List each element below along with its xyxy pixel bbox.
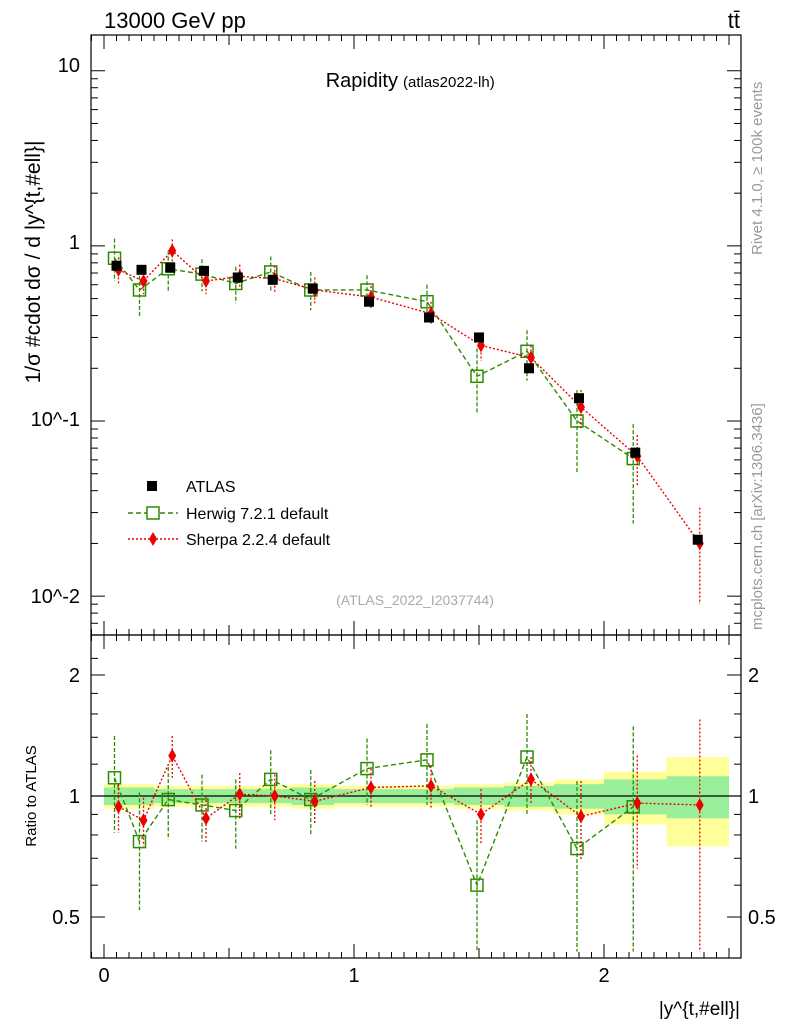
ratio-herwig-marker bbox=[229, 803, 243, 818]
ratio-sherpa-marker bbox=[235, 787, 244, 802]
ratio-sherpa-marker bbox=[695, 797, 704, 812]
ratio-herwig-marker bbox=[132, 834, 147, 849]
ratio-herwig-marker bbox=[360, 761, 374, 776]
legend-item-atlas: ATLAS bbox=[147, 479, 236, 496]
ratio-sherpa-marker bbox=[310, 794, 319, 809]
y-tick-label-0.1: 10^-1 bbox=[31, 409, 80, 431]
ratio-herwig-marker bbox=[570, 841, 584, 856]
x-tick-labels: 0 1 2 bbox=[98, 965, 609, 987]
ratio-herwig-marker bbox=[420, 753, 434, 767]
x-tick-label-1: 1 bbox=[348, 965, 359, 987]
atlas-data-point bbox=[692, 534, 703, 545]
herwig-marker bbox=[470, 369, 484, 384]
x-axis-label: |y^{t,#ell}| bbox=[659, 999, 740, 1020]
ratio-tick-label-0.5: 0.5 bbox=[52, 907, 80, 929]
ratio-tick-label-1-right: 1 bbox=[748, 786, 759, 808]
sherpa-marker bbox=[202, 274, 210, 289]
ratio-herwig-marker bbox=[107, 771, 122, 785]
herwig-line bbox=[113, 257, 634, 460]
atlas-data-point bbox=[630, 447, 641, 458]
legend-label-atlas: ATLAS bbox=[186, 479, 236, 496]
legend-label-sherpa: Sherpa 2.2.4 default bbox=[186, 532, 331, 549]
herwig-marker bbox=[570, 414, 584, 428]
ratio-herwig-marker bbox=[470, 878, 484, 892]
herwig-marker bbox=[520, 344, 534, 359]
ratio-tick-label-0.5-right: 0.5 bbox=[748, 907, 776, 929]
sherpa-marker bbox=[527, 350, 535, 365]
atlas-data-point bbox=[165, 262, 176, 273]
ratio-y-tick-labels-right: 2 1 0.5 bbox=[748, 665, 776, 929]
legend-item-herwig: Herwig 7.2.1 default bbox=[128, 506, 329, 523]
atlas-data-point bbox=[232, 272, 243, 283]
ratio-sherpa-marker bbox=[477, 807, 485, 822]
header-final-state: tt̄ bbox=[728, 8, 740, 33]
y-tick-label-10: 10 bbox=[58, 55, 80, 77]
y-axis-label: 1/σ #cdot dσ / d |y^{t,#ell}| bbox=[22, 141, 45, 384]
sherpa-line bbox=[118, 249, 701, 544]
legend-marker-herwig bbox=[146, 506, 160, 520]
atlas-data-point bbox=[424, 312, 434, 323]
atlas-data-point bbox=[267, 274, 278, 285]
x-tick-label-0: 0 bbox=[98, 965, 109, 987]
atlas-data-point bbox=[364, 296, 374, 307]
y-tick-labels: 10 1 10^-1 10^-2 bbox=[31, 55, 80, 608]
rivet-version-label: Rivet 4.1.0, ≥ 100k events bbox=[749, 82, 766, 255]
atlas-data-point bbox=[574, 393, 584, 404]
legend: ATLAS Herwig 7.2.1 default Sherpa 2.2.4 … bbox=[128, 479, 331, 549]
ratio-herwig-line bbox=[113, 755, 634, 888]
ratio-tick-label-2-right: 2 bbox=[748, 665, 759, 687]
legend-label-herwig: Herwig 7.2.1 default bbox=[186, 506, 329, 523]
plot-title-sub: (atlas2022-lh) bbox=[403, 74, 495, 91]
sherpa-marker bbox=[139, 274, 148, 289]
ratio-sherpa-marker bbox=[527, 772, 535, 787]
header-process: 13000 GeV pp bbox=[104, 8, 246, 33]
atlas-data-point bbox=[474, 332, 484, 343]
atlas-data-point bbox=[136, 264, 147, 275]
legend-marker-atlas bbox=[147, 481, 157, 491]
ratio-sherpa-marker bbox=[202, 811, 210, 826]
ratio-sherpa-marker bbox=[633, 796, 642, 811]
ratio-tick-label-2: 2 bbox=[69, 665, 80, 687]
ratio-sherpa-marker bbox=[270, 789, 279, 803]
ratio-herwig-marker bbox=[520, 750, 534, 764]
atlas-data-point bbox=[199, 265, 209, 276]
legend-item-sherpa: Sherpa 2.2.4 default bbox=[128, 532, 331, 549]
ratio-herwig-marker bbox=[626, 800, 640, 814]
herwig-marker bbox=[132, 283, 147, 297]
ratio-tick-label-1: 1 bbox=[69, 786, 80, 808]
y-tick-label-0.01: 10^-2 bbox=[31, 586, 80, 608]
x-tick-label-2: 2 bbox=[598, 965, 609, 987]
mcplots-reference-label: mcplots.cern.ch [arXiv:1306.3436] bbox=[749, 403, 766, 630]
atlas-data-point bbox=[111, 260, 122, 271]
atlas-data-point bbox=[307, 283, 318, 294]
atlas-data-point bbox=[524, 363, 534, 374]
plot-title: Rapidity (atlas2022-lh) bbox=[326, 70, 495, 92]
ratio-herwig-marker bbox=[161, 792, 175, 807]
ratio-y-axis-label: Ratio to ATLAS bbox=[23, 745, 40, 846]
y-tick-label-1: 1 bbox=[69, 232, 80, 254]
ratio-band-inner bbox=[666, 776, 729, 819]
legend-marker-sherpa bbox=[149, 532, 157, 546]
ratio-y-tick-labels: 2 1 0.5 bbox=[52, 665, 80, 929]
analysis-watermark: (ATLAS_2022_I2037744) bbox=[336, 592, 494, 608]
plot-title-main: Rapidity bbox=[326, 70, 398, 92]
ratio-herwig-marker bbox=[264, 772, 278, 787]
ratio-sherpa-marker bbox=[168, 748, 177, 763]
herwig-marker bbox=[420, 294, 434, 309]
ratio-sherpa-line bbox=[118, 754, 700, 822]
